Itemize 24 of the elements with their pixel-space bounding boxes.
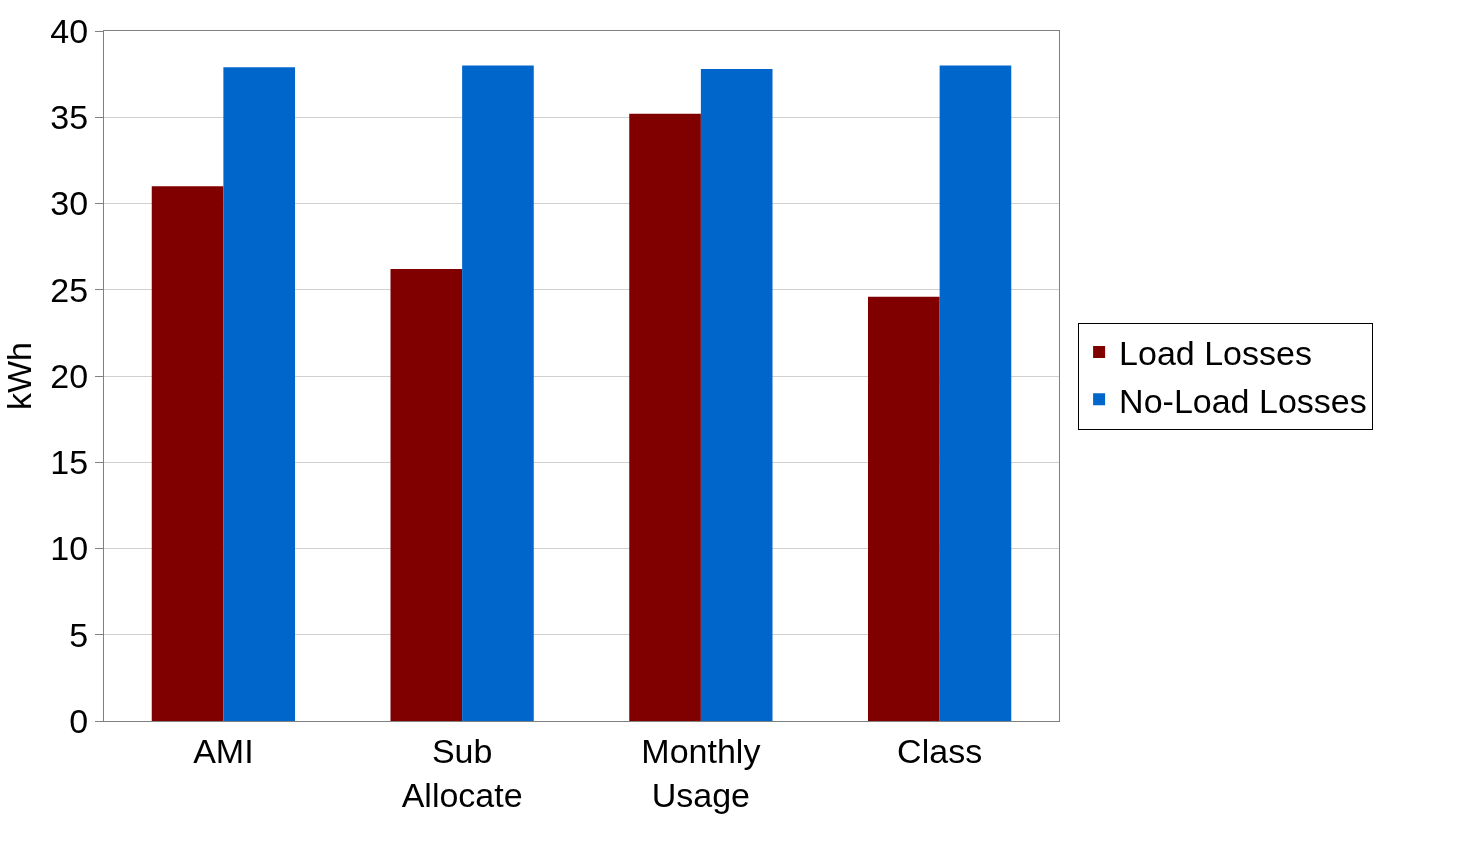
y-tick-label: 30 (50, 184, 89, 223)
bar (629, 113, 701, 721)
y-tick-label: 15 (50, 443, 89, 482)
bar (700, 68, 773, 721)
x-tick-label: Monthly Usage (641, 731, 761, 814)
x-tick-label: AMI (193, 731, 254, 770)
legend-label: No-Load Losses (1119, 381, 1367, 420)
y-tick-label: 25 (50, 270, 89, 309)
bar (223, 67, 295, 721)
bar (390, 269, 463, 721)
bar (462, 65, 534, 721)
y-tick-label: 0 (69, 701, 89, 740)
bar (868, 296, 940, 721)
y-tick-label: 10 (50, 529, 89, 568)
bar (151, 186, 224, 721)
y-axis-title: kWh (0, 342, 38, 410)
y-tick-label: 5 (69, 615, 89, 654)
y-tick-label: 35 (50, 98, 89, 137)
legend-label: Load Losses (1119, 334, 1312, 373)
y-tick-label: 20 (50, 356, 89, 395)
y-tick-label: 40 (50, 11, 89, 50)
x-tick-label: Sub Allocate (401, 731, 523, 814)
x-tick-label: Class (897, 731, 983, 770)
bar (939, 65, 1012, 721)
